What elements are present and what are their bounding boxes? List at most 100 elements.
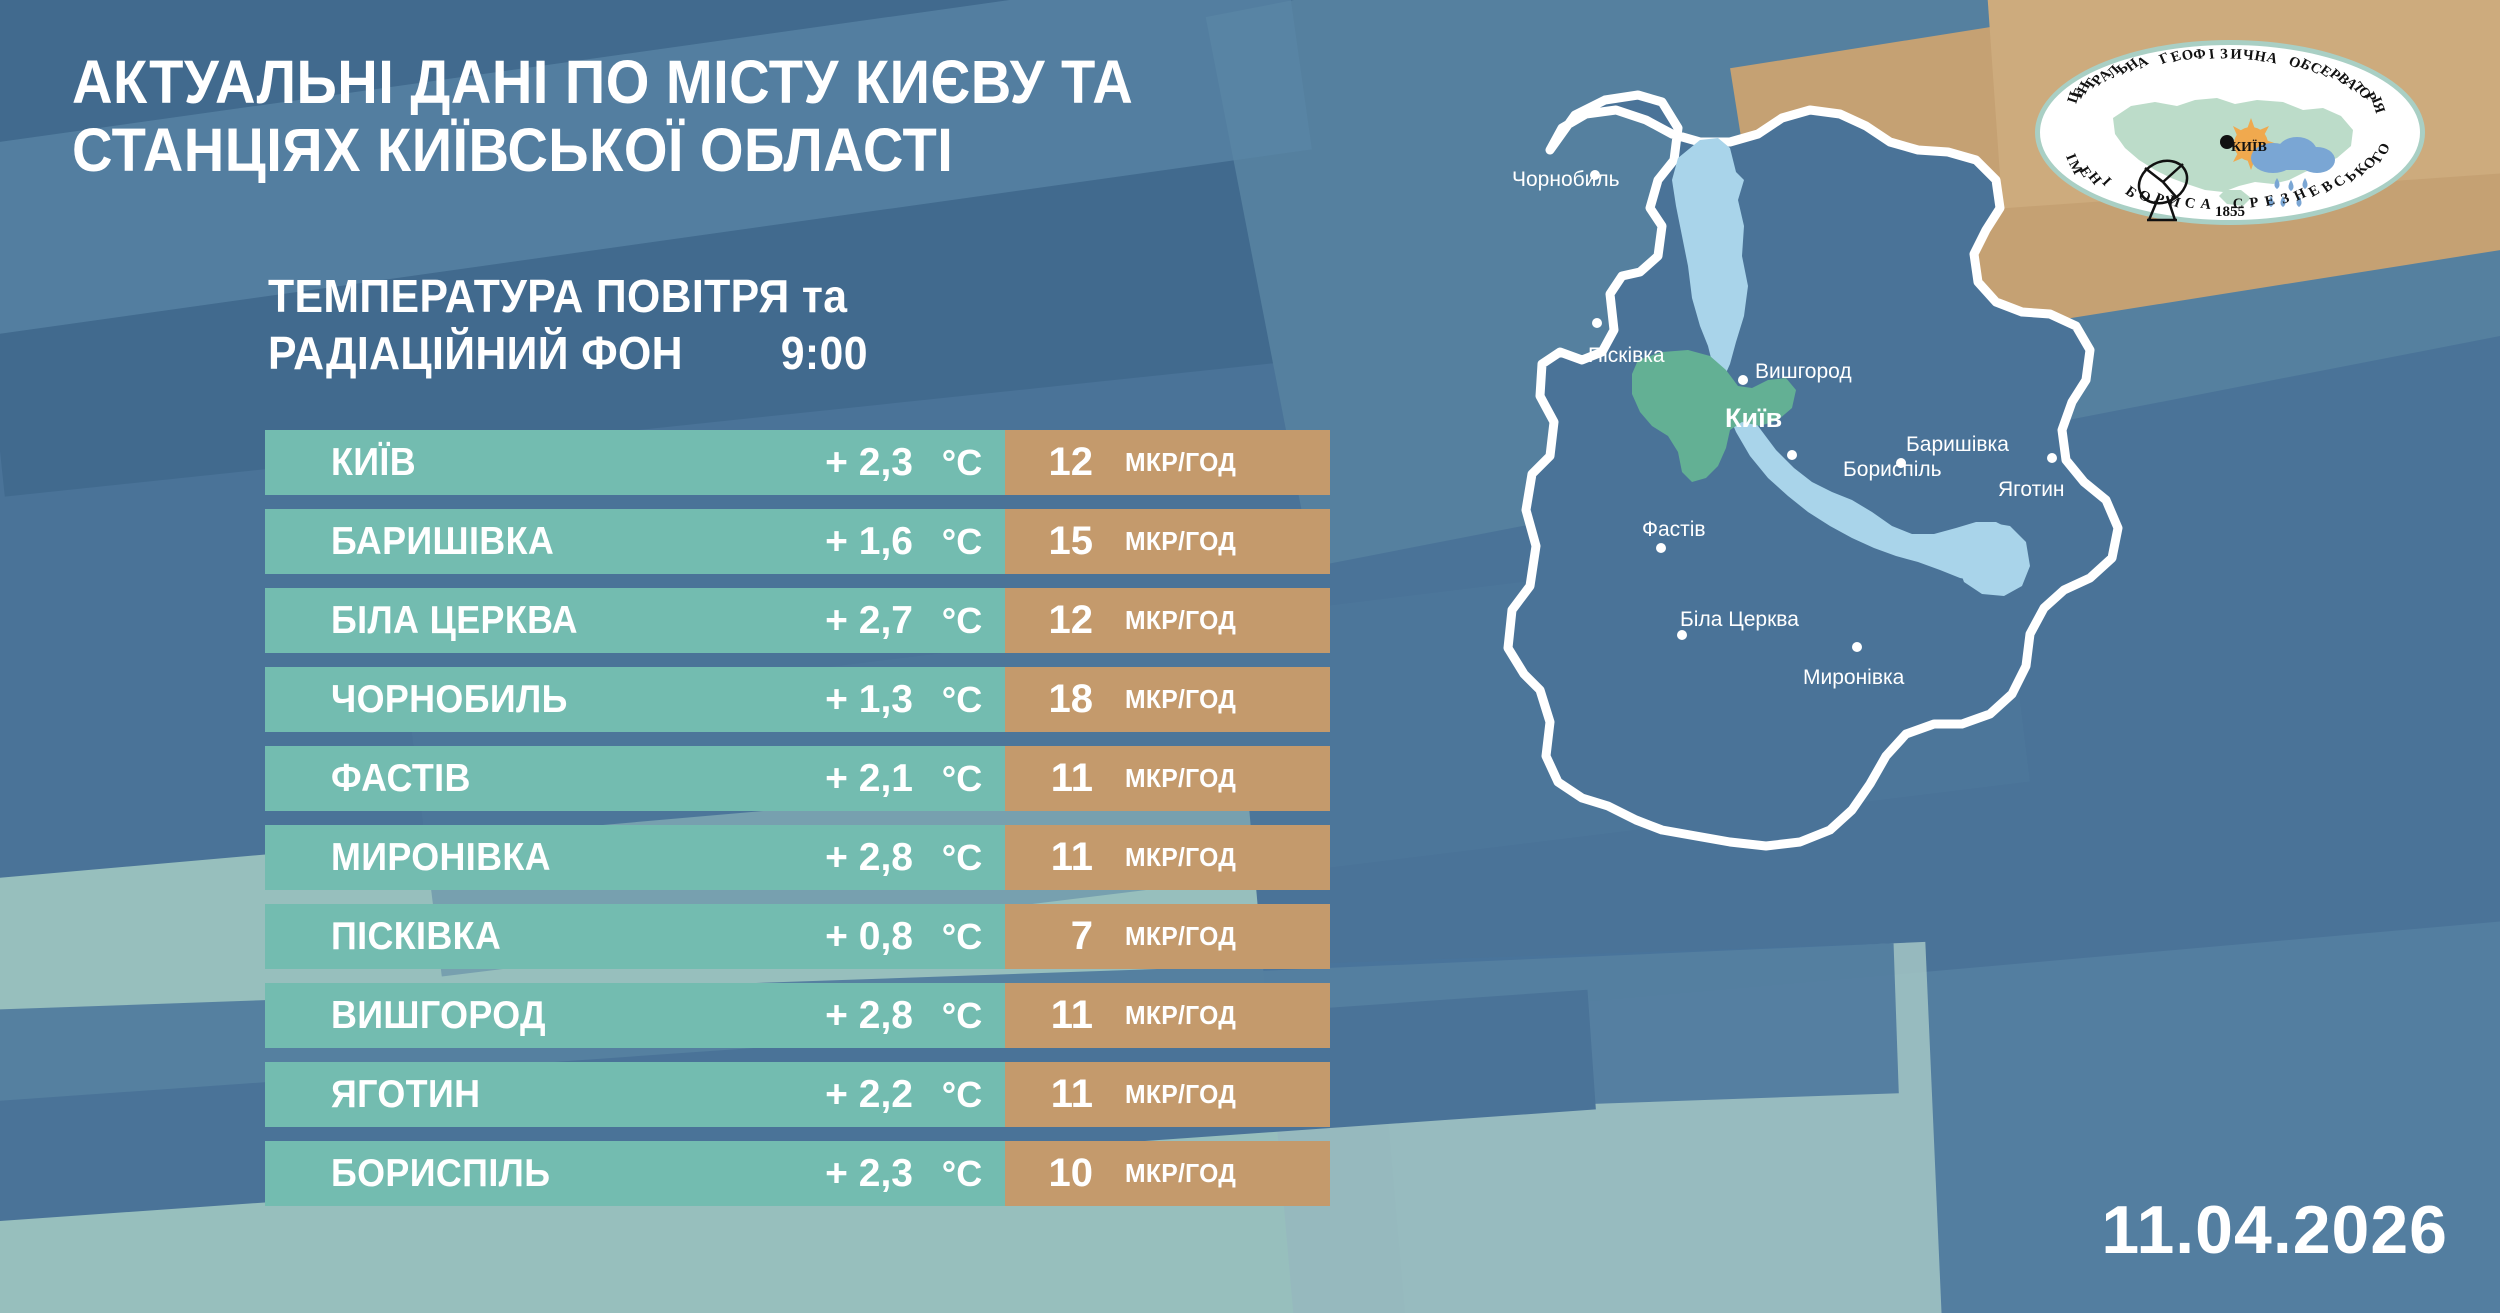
radiation-cell: 12 МКР/ГОД	[1005, 430, 1330, 495]
map-city-label: Вишгород	[1755, 360, 1852, 383]
map-station-dot	[1787, 450, 1797, 460]
temperature-value: + 2,1	[825, 756, 913, 800]
map-city-label: Пісківка	[1588, 344, 1665, 367]
station-name: ЯГОТИН	[331, 1072, 481, 1116]
map-station-dot	[1656, 543, 1666, 553]
map-station-dot	[1852, 642, 1862, 652]
kyiv-oblast-map: Чорнобиль Пісківка Вишгород Київ Баришівка Бо…	[1400, 30, 2300, 1290]
table-row: ВИШГОРОД + 2,8 °C 11 МКР/ГОД	[265, 983, 1330, 1048]
table-row: БОРИСПІЛЬ + 2,3 °C 10 МКР/ГОД	[265, 1141, 1330, 1206]
temperature-cell: ВИШГОРОД + 2,8 °C	[265, 983, 1005, 1048]
subheading-line-1: ТЕМПЕРАТУРА ПОВІТРЯ та	[268, 268, 1384, 325]
radiation-value: 11	[1050, 1072, 1093, 1116]
radiation-unit: МКР/ГОД	[1125, 842, 1237, 872]
temperature-unit: °C	[941, 757, 983, 799]
radiation-unit: МКР/ГОД	[1125, 763, 1237, 793]
radiation-unit: МКР/ГОД	[1125, 921, 1237, 951]
temperature-value: + 0,8	[825, 914, 913, 958]
temperature-cell: БІЛА ЦЕРКВА + 2,7 °C	[265, 588, 1005, 653]
subheading-conjunction: та	[801, 270, 848, 322]
radiation-value: 12	[1048, 440, 1094, 484]
station-name: ЧОРНОБИЛЬ	[331, 677, 568, 721]
radiation-value: 11	[1050, 993, 1093, 1037]
station-name: ПІСКІВКА	[331, 914, 502, 958]
radiation-cell: 11 МКР/ГОД	[1005, 746, 1330, 811]
temperature-cell: МИРОНІВКА + 2,8 °C	[265, 825, 1005, 890]
dnipro-river	[1722, 382, 2020, 582]
logo-arc-char: Ф	[2191, 45, 2208, 64]
oblast-outline	[1503, 90, 2123, 851]
temperature-value: + 1,3	[825, 677, 913, 721]
temperature-cell: ФАСТІВ + 2,1 °C	[265, 746, 1005, 811]
table-row: КИЇВ + 2,3 °C 12 МКР/ГОД	[265, 430, 1330, 495]
radiation-unit: МКР/ГОД	[1125, 605, 1237, 635]
temperature-value: + 2,7	[825, 598, 913, 642]
temperature-unit: °C	[941, 520, 983, 562]
map-station-dot	[2047, 453, 2057, 463]
logo-capital-label: КИЇВ	[2231, 140, 2267, 155]
map-station-dot	[1896, 458, 1906, 468]
kaniv-reservoir	[1956, 522, 2030, 596]
map-city-label: Фастів	[1642, 518, 1706, 541]
radiation-unit: МКР/ГОД	[1125, 1000, 1237, 1030]
logo-arc-char: З	[2219, 45, 2229, 63]
subheading-line-2: РАДІАЦІЙНИЙ ФОН 9:00	[268, 325, 1384, 382]
map-station-dot	[1590, 170, 1600, 180]
map-city-label: Бориспіль	[1843, 458, 1942, 481]
radiation-unit: МКР/ГОД	[1125, 684, 1237, 714]
station-name: ВИШГОРОД	[331, 993, 546, 1037]
radiation-unit: МКР/ГОД	[1125, 526, 1237, 556]
table-row: БІЛА ЦЕРКВА + 2,7 °C 12 МКР/ГОД	[265, 588, 1330, 653]
temperature-value: + 2,3	[825, 1151, 913, 1195]
radiation-cell: 11 МКР/ГОД	[1005, 1062, 1330, 1127]
temperature-cell: ЯГОТИН + 2,2 °C	[265, 1062, 1005, 1127]
kyiv-city-area	[1632, 350, 1796, 482]
radiation-value: 7	[1070, 914, 1093, 958]
logo-graphics	[2113, 98, 2353, 222]
station-name: ФАСТІВ	[331, 756, 471, 800]
kyiv-reservoir	[1672, 138, 1748, 382]
radar-dish-icon	[2137, 159, 2189, 222]
temperature-cell: БАРИШІВКА + 1,6 °C	[265, 509, 1005, 574]
station-name: БІЛА ЦЕРКВА	[331, 598, 578, 642]
observation-time: 9:00	[780, 327, 868, 380]
subheading: ТЕМПЕРАТУРА ПОВІТРЯ та РАДІАЦІЙНИЙ ФОН 9…	[268, 268, 1384, 382]
station-name: КИЇВ	[331, 440, 416, 484]
map-city-label: Біла Церква	[1680, 608, 1799, 631]
temperature-unit: °C	[941, 1152, 983, 1194]
subheading-radiation-label: РАДІАЦІЙНИЙ ФОН	[268, 327, 683, 380]
page-title-line-2: СТАНЦІЯХ КИЇВСЬКОЇ ОБЛАСТІ	[72, 116, 954, 185]
temperature-value: + 2,3	[825, 440, 913, 484]
cloud-icon	[2251, 137, 2335, 173]
logo-arc-char	[2111, 179, 2125, 194]
table-row: ПІСКІВКА + 0,8 °C 7 МКР/ГОД	[265, 904, 1330, 969]
table-row: ФАСТІВ + 2,1 °C 11 МКР/ГОД	[265, 746, 1330, 811]
temperature-value: + 2,2	[825, 1072, 913, 1116]
temperature-unit: °C	[941, 915, 983, 957]
map-station-dot	[1677, 630, 1687, 640]
radiation-value: 10	[1048, 1151, 1094, 1195]
radiation-value: 11	[1050, 835, 1093, 879]
radiation-cell: 10 МКР/ГОД	[1005, 1141, 1330, 1206]
crimea-silhouette	[2219, 190, 2251, 206]
temperature-cell: ПІСКІВКА + 0,8 °C	[265, 904, 1005, 969]
map-station-dot	[1592, 318, 1602, 328]
radiation-value: 15	[1048, 519, 1094, 563]
radiation-value: 18	[1048, 677, 1094, 721]
temperature-value: + 2,8	[825, 993, 913, 1037]
temperature-cell: КИЇВ + 2,3 °C	[265, 430, 1005, 495]
temperature-unit: °C	[941, 994, 983, 1036]
table-row: МИРОНІВКА + 2,8 °C 11 МКР/ГОД	[265, 825, 1330, 890]
raindrop-icon	[2268, 178, 2308, 207]
temperature-value: + 1,6	[825, 519, 913, 563]
station-name: БАРИШІВКА	[331, 519, 555, 563]
radiation-cell: 12 МКР/ГОД	[1005, 588, 1330, 653]
measurements-table: КИЇВ + 2,3 °C 12 МКР/ГОД БАРИШІВКА + 1,6 °C 15 МК…	[265, 430, 1330, 1220]
table-row: ЯГОТИН + 2,2 °C 11 МКР/ГОД	[265, 1062, 1330, 1127]
table-row: БАРИШІВКА + 1,6 °C 15 МКР/ГОД	[265, 509, 1330, 574]
subheading-temperature-label: ТЕМПЕРАТУРА ПОВІТРЯ	[268, 270, 790, 322]
temperature-cell: ЧОРНОБИЛЬ + 1,3 °C	[265, 667, 1005, 732]
map-city-label: Чорнобиль	[1512, 168, 1620, 191]
